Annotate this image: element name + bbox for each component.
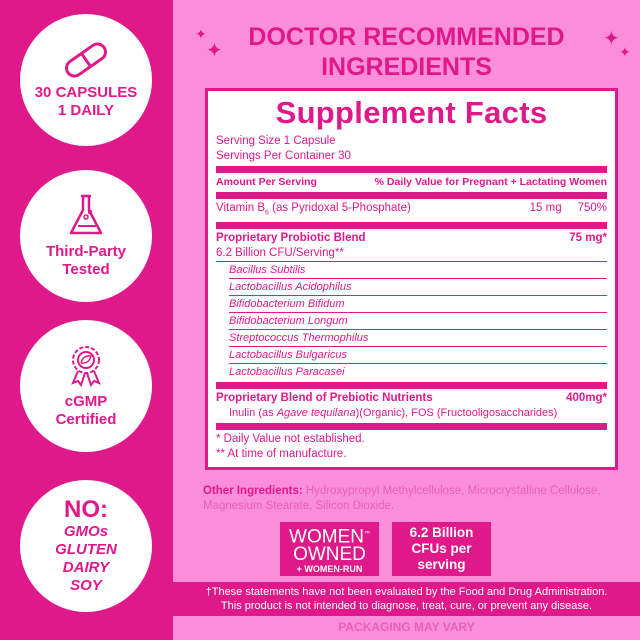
sparkle-icon: ✦ (206, 40, 223, 62)
flask-icon (69, 194, 103, 235)
cfu-line1: 6.2 Billion (409, 525, 474, 540)
cgmp-line1: cGMP (64, 393, 108, 410)
women-owned-line1: WOMEN™ (280, 525, 379, 546)
probiotic-row: Proprietary Probiotic Blend 75 mg* (216, 231, 607, 246)
cfu-line3: serving (417, 557, 466, 572)
supplement-facts-panel: Supplement Facts Serving Size 1 Capsule … (205, 88, 618, 471)
divider (216, 222, 607, 230)
prebiotic-row: Proprietary Blend of Prebiotic Nutrients… (216, 391, 607, 406)
capsules-badge: 30 CAPSULES 1 DAILY (20, 14, 152, 146)
disclaimer-line1: †These statements have not been evaluate… (205, 586, 608, 598)
headline-line2: INGREDIENTS (321, 53, 492, 81)
award-leaf-icon (71, 346, 101, 388)
prebiotic-detail-b: )(Organic), FOS (Fructooligosaccharides) (355, 407, 558, 420)
vitamin-detail: (as Pyridoxal 5-Phosphate) (268, 202, 411, 214)
prebiotic-amount: 400mg* (566, 392, 607, 405)
probiotic-name: Proprietary Probiotic Blend (216, 232, 366, 245)
divider (216, 423, 607, 431)
vitamin-dv: 750% (577, 202, 607, 214)
headline-line1: DOCTOR RECOMMENDED (248, 23, 565, 51)
prebiotic-detail: Inulin (as Agave tequilana)(Organic), FO… (229, 406, 607, 421)
packaging-note: PACKAGING MAY VARY (338, 620, 475, 634)
cgmp-badge: cGMP Certified (20, 320, 152, 452)
strain: Bacillus Subtilis (229, 262, 607, 280)
strain: Lactobacillus Paracasei (229, 366, 345, 379)
divider (216, 192, 607, 199)
probiotic-cfu: 6.2 Billion CFU/Serving** (216, 246, 607, 263)
free-from-item: GLUTEN (55, 541, 117, 558)
women-owned-badge: WOMEN™ OWNED + WOMEN-RUN (280, 522, 379, 576)
other-ingredients-text: Hydroxypropyl Methylcellulose, Microcrys… (203, 485, 601, 512)
strain: Lactobacillus Bulgaricus (229, 347, 607, 365)
headline: DOCTOR RECOMMENDED INGREDIENTS (173, 22, 640, 82)
trademark: ™ (363, 531, 370, 537)
sparkle-icon: ✦ (603, 28, 620, 50)
vitamin-b6-row: Vitamin B6 (as Pyridoxal 5-Phosphate) 15… (216, 201, 607, 220)
strain: Lactobacillus Acidophilus (229, 279, 607, 297)
other-ingredients-label: Other Ingredients: (203, 485, 303, 497)
free-from-badge: NO: GMOs GLUTEN DAIRY SOY (20, 480, 152, 612)
vitamin-sub: 6 (265, 209, 269, 217)
col-dv: % Daily Value for Pregnant + Lactating W… (374, 176, 607, 188)
cgmp-line2: Certified (55, 411, 117, 428)
third-party-line2: Tested (62, 261, 110, 278)
strain: Bifidobacterium Bifidum (229, 296, 607, 314)
women-text: WOMEN (289, 526, 364, 548)
right-panel: ✦ ✦ ✦ ✦ DOCTOR RECOMMENDED INGREDIENTS S… (173, 0, 640, 640)
cfu-badge: 6.2 Billion CFUs per serving (392, 522, 491, 576)
third-party-badge: Third-Party Tested (20, 170, 152, 302)
capsules-line2: 1 DAILY (57, 102, 115, 119)
free-from-item: SOY (70, 577, 102, 594)
left-badge-panel: 30 CAPSULES 1 DAILY Third-Party Tested c… (0, 0, 173, 640)
prebiotic-detail-a: Inulin (as (229, 407, 277, 420)
disclaimer-line2: This product is not intended to diagnose… (220, 600, 593, 612)
strain: Streptococcus Thermophilus (229, 330, 607, 348)
vitamin-label: Vitamin B (216, 202, 266, 214)
serving-size: Serving Size 1 Capsule (216, 135, 336, 147)
vitamin-name: Vitamin B6 (as Pyridoxal 5-Phosphate) (216, 201, 411, 220)
prebiotic-detail-italic: Agave tequilana (276, 407, 356, 420)
footnote-1: * Daily Value not established. (216, 433, 365, 446)
vitamin-amount: 15 mg (529, 202, 562, 214)
strain: Bifidobacterium Longum (229, 313, 607, 331)
prebiotic-name: Proprietary Blend of Prebiotic Nutrients (216, 392, 433, 405)
free-from-item: DAIRY (62, 559, 110, 576)
capsules-line1: 30 CAPSULES (34, 84, 138, 101)
column-headers: Amount Per Serving % Daily Value for Preg… (216, 175, 607, 190)
cfu-line2: CFUs per (411, 541, 472, 556)
servings-per-container: Servings Per Container 30 (216, 150, 351, 162)
footnote-2: ** At time of manufacture. (216, 448, 347, 461)
third-party-line1: Third-Party (45, 243, 126, 260)
free-from-title: NO: (64, 496, 108, 523)
sparkle-icon: ✦ (619, 44, 631, 60)
vitamin-values: 15 mg 750% (530, 201, 607, 220)
facts-title: Supplement Facts (275, 95, 548, 130)
free-from-item: GMOs (63, 523, 109, 540)
col-amount: Amount Per Serving (216, 176, 317, 188)
divider (216, 382, 607, 390)
probiotic-amount: 75 mg* (569, 232, 607, 245)
other-ingredients: Other Ingredients: Hydroxypropyl Methylc… (203, 484, 623, 514)
sparkle-icon: ✦ (195, 26, 207, 42)
women-owned-line2: OWNED (293, 544, 366, 566)
divider (216, 166, 607, 173)
fda-disclaimer: †These statements have not been evaluate… (173, 582, 640, 616)
capsule-icon (65, 42, 107, 78)
women-owned-line3: + WOMEN-RUN (296, 564, 363, 575)
